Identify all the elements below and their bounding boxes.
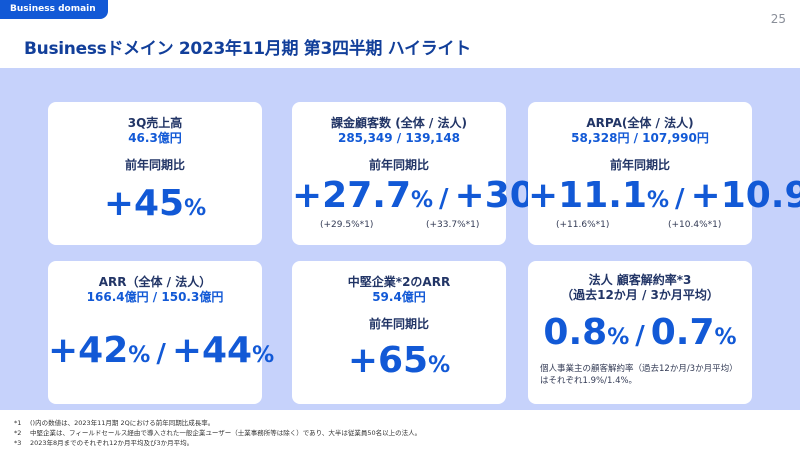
card-arr: ARR（全体 / 法人） 166.4億円 / 150.3億円 +42% / +44% xyxy=(48,261,274,404)
arr-growth-slash: / xyxy=(156,339,166,369)
mid-arr-value: 59.4億円 xyxy=(372,290,426,304)
arpa-prev-total: (+11.6%*1) xyxy=(556,220,610,230)
sales-growth-pct: % xyxy=(184,196,207,221)
footnote-2: *2 中堅企業は、フィールドセールス経由で導入された一般企業ユーザー（士業事務所等… xyxy=(14,428,421,438)
mid-arr-label: 中堅企業*2のARR xyxy=(347,275,451,289)
arr-growth-total: +42 xyxy=(48,330,129,371)
footnote-1: *1 ()内の数値は、2023年11月期 2Qにおける前年同期比成長率。 xyxy=(14,418,421,428)
footnote-2-text: 中堅企業は、フィールドセールス経由で導入された一般企業ユーザー（士業事務所等は除… xyxy=(30,429,422,437)
churn-rate-3m: 0.7 xyxy=(650,312,715,353)
customers-prev-corp: (+33.7%*1) xyxy=(426,220,480,230)
mid-arr-yoy-label: 前年同期比 xyxy=(368,317,429,331)
churn-label: 法人 顧客解約率*3 xyxy=(588,273,692,287)
footnote-3-text: 2023年8月までのそれぞれ12か月平均及び3か月平均。 xyxy=(30,439,194,447)
footnotes: *1 ()内の数値は、2023年11月期 2Qにおける前年同期比成長率。 *2 中堅… xyxy=(14,418,421,448)
sales-label: 3Q売上高 xyxy=(127,116,183,130)
customers-growth: +27.7%/+30.2% xyxy=(292,175,596,216)
churn-rate-12m-pct: % xyxy=(607,325,630,350)
footnote-3: *3 2023年8月までのそれぞれ12か月平均及び3か月平均。 xyxy=(14,438,421,448)
customers-growth-total-pct: % xyxy=(411,188,434,213)
card-sales: 3Q売上高 46.3億円 前年同期比 +45% xyxy=(48,102,262,245)
card-customers: 課金顧客数 (全体 / 法人) 285,349 / 139,148 前年同期比 … xyxy=(292,102,596,245)
card-arpa: ARPA(全体 / 法人) 58,328円 / 107,990円 前年同期比 +… xyxy=(528,102,800,245)
arpa-prev-corp: (+10.4%*1) xyxy=(668,220,722,230)
sales-value: 46.3億円 xyxy=(128,131,182,145)
customers-growth-total: +27.7 xyxy=(292,175,411,216)
domain-tag: Business domain xyxy=(0,0,108,19)
churn-rate-3m-pct: % xyxy=(714,325,737,350)
page-number: 25 xyxy=(770,12,786,26)
customers-label: 課金顧客数 (全体 / 法人) xyxy=(331,116,467,130)
customers-growth-slash: / xyxy=(439,184,449,214)
arpa-label: ARPA(全体 / 法人) xyxy=(586,116,694,130)
sales-growth: +45% xyxy=(48,186,262,222)
churn-rate-slash: / xyxy=(635,321,645,351)
arr-growth-corp: +44 xyxy=(171,330,253,371)
arpa-growth-slash: / xyxy=(675,184,685,214)
mid-arr-growth: +65% xyxy=(292,343,506,379)
page-title: Businessドメイン 2023年11月期 第3四半期 ハイライト xyxy=(24,39,471,59)
footnote-2-mark: *2 xyxy=(14,429,22,437)
footnote-1-mark: *1 xyxy=(14,419,22,427)
arpa-growth-total-pct: % xyxy=(647,188,670,213)
sales-growth-number: +45 xyxy=(103,183,185,224)
arpa-growth-total: +11.1 xyxy=(528,175,647,216)
arr-growth: +42% / +44% xyxy=(48,330,274,371)
sales-yoy-label: 前年同期比 xyxy=(124,158,185,172)
churn-rates: 0.8%/0.7% xyxy=(528,315,752,351)
card-mid-arr: 中堅企業*2のARR 59.4億円 前年同期比 +65% xyxy=(292,261,506,404)
churn-rate-12m: 0.8 xyxy=(543,312,608,353)
mid-arr-growth-pct: % xyxy=(428,353,451,378)
arr-value: 166.4億円 / 150.3億円 xyxy=(86,290,224,304)
card-churn: 法人 顧客解約率*3 （過去12か月 / 3か月平均） 0.8%/0.7% 個人… xyxy=(528,261,752,404)
churn-label-period: （過去12か月 / 3か月平均） xyxy=(561,288,719,302)
churn-note: 個人事業主の顧客解約率（過去12か月/3か月平均）はそれぞれ1.9%/1.4%。 xyxy=(540,364,738,386)
arr-growth-corp-pct: % xyxy=(252,343,275,368)
arpa-growth-corp: +10.9 xyxy=(690,175,800,216)
arpa-value: 58,328円 / 107,990円 xyxy=(571,131,709,145)
highlights-panel: 3Q売上高 46.3億円 前年同期比 +45% 課金顧客数 (全体 / 法人) … xyxy=(0,68,800,410)
customers-yoy-label: 前年同期比 xyxy=(368,158,429,172)
mid-arr-growth-number: +65 xyxy=(347,340,429,381)
customers-prev-total: (+29.5%*1) xyxy=(320,220,374,230)
footnote-3-mark: *3 xyxy=(14,439,22,447)
arr-growth-total-pct: % xyxy=(128,343,151,368)
customers-value: 285,349 / 139,148 xyxy=(337,131,461,145)
footnote-1-text: ()内の数値は、2023年11月期 2Qにおける前年同期比成長率。 xyxy=(30,419,215,427)
arpa-growth: +11.1%/+10.9% xyxy=(528,175,800,216)
arpa-yoy-label: 前年同期比 xyxy=(609,158,670,172)
arr-label: ARR（全体 / 法人） xyxy=(98,275,212,289)
